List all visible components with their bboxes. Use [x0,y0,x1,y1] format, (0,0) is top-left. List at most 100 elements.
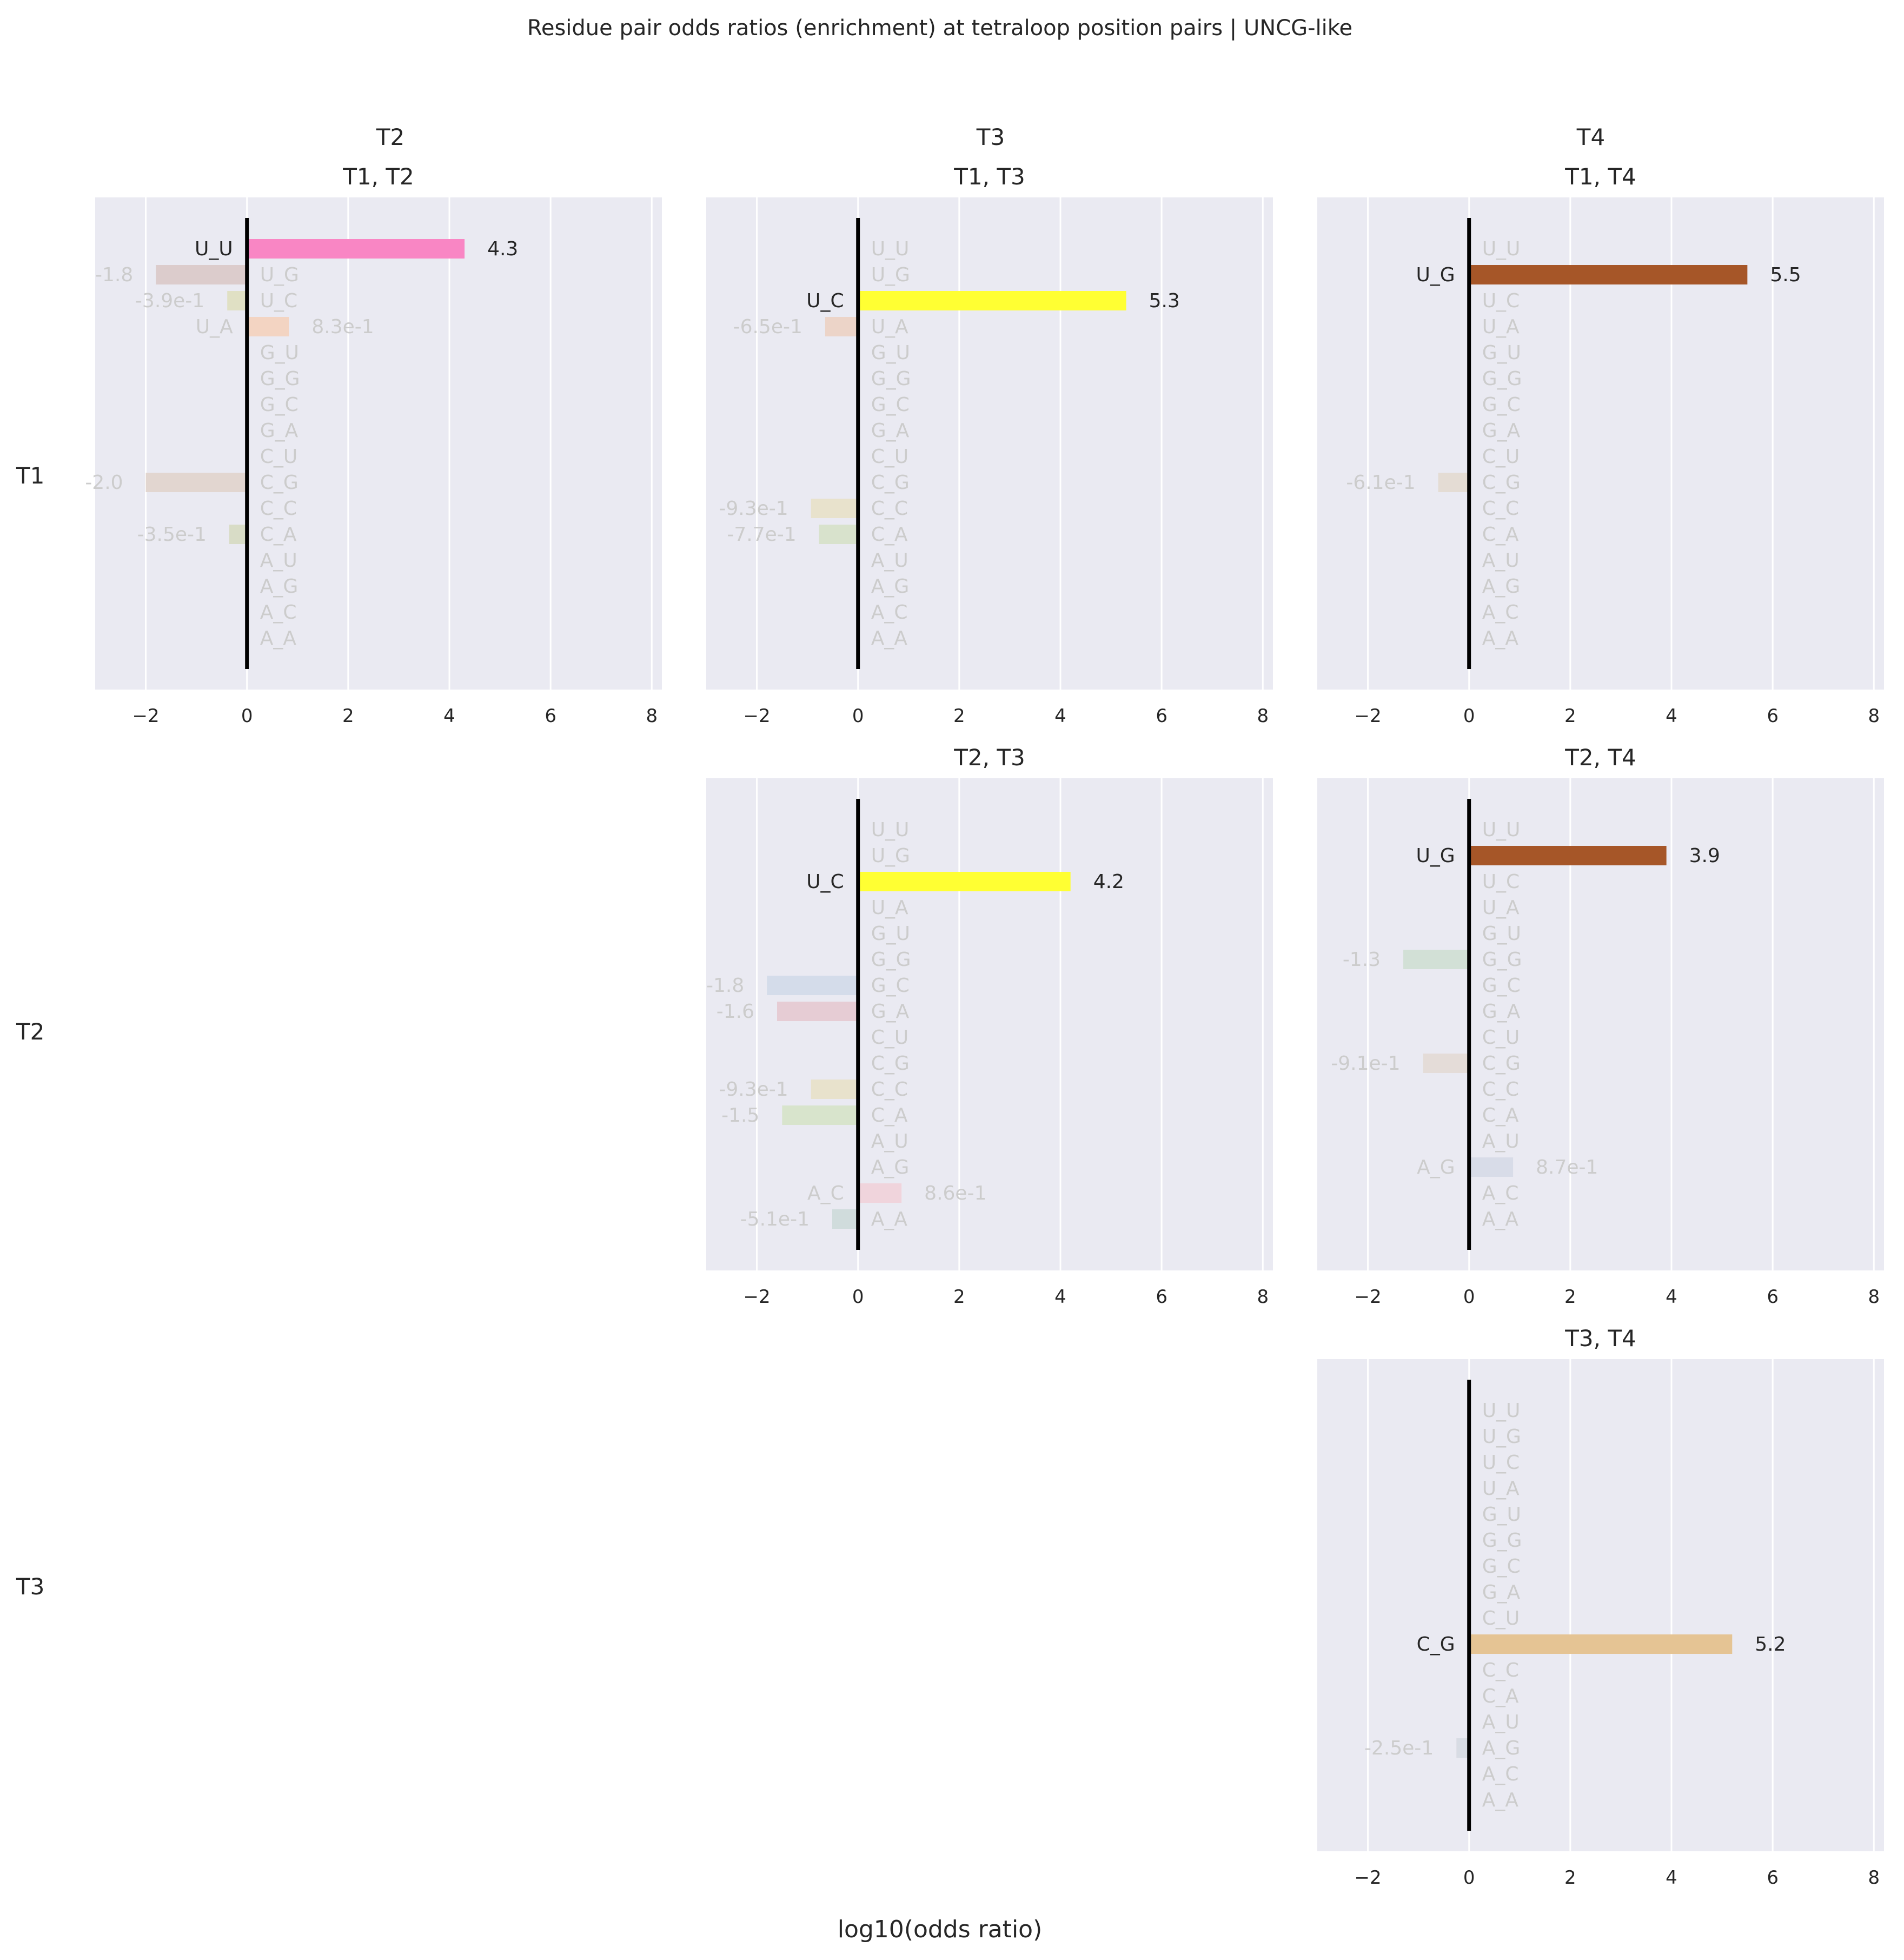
value-label: -9.3e-1 [719,498,788,520]
subplot-t2-t4: −2 0 2 4 6 8 T2, T4 U_U 3.9 U_G U_C U_A G_U -1.3 G_G G_… [1317,744,1884,1308]
category-label: U_U [1482,238,1521,260]
category-label: A_U [1482,1130,1520,1153]
category-label: G_G [1482,368,1522,390]
category-label: A_C [1482,1763,1519,1785]
bar-c-g [1438,473,1469,492]
category-label: C_U [1482,1607,1520,1630]
category-label: G_C [1482,975,1521,997]
category-label: G_C [1482,394,1521,416]
subplot-t1-t3: −2 0 2 4 6 8 T1, T3 U_U U_G 5.3 U_C-6.5e-1 U_A G_U G_… [706,163,1273,727]
category-label: U_A [871,316,908,338]
bar-c-a [782,1105,858,1125]
category-label: U_G [1416,264,1455,286]
x-tick-label: 8 [1257,1286,1269,1308]
category-label: C_U [260,446,298,468]
subplot-t1-t4: −2 0 2 4 6 8 T1, T4 U_U 5.5 U_G U_C U_A G_U G_G G_C G_A… [1317,163,1884,727]
category-label: A_A [1482,1789,1519,1811]
category-label: A_C [871,601,908,624]
category-label: C_G [1482,472,1521,494]
subplot-t1-t2: −2 0 2 4 6 8 T1, T2 4.3 U_U -1.8 U_G -3.9e-1 U_C 8.3e… [85,163,662,727]
value-label: 8.3e-1 [311,316,374,338]
value-label: 8.7e-1 [1536,1156,1598,1178]
category-label: G_C [260,394,298,416]
category-label: C_G [1417,1633,1455,1656]
column-header-t2: T2 [376,124,404,150]
x-tick-label: 4 [1054,705,1066,727]
category-label: U_A [196,316,233,338]
bar-c-a [229,525,247,544]
category-label: U_A [1482,316,1520,338]
category-label: A_A [1482,1208,1519,1230]
bar-u-a [247,317,289,336]
category-label: U_A [1482,1478,1520,1500]
value-label: 4.2 [1093,871,1124,893]
category-label: C_A [871,1104,908,1127]
value-label: -7.7e-1 [727,524,796,546]
category-label: G_U [1482,342,1521,364]
category-label: G_G [1482,1529,1522,1552]
subplot-title: T2, T4 [1564,744,1636,771]
subplot-grid: −2 0 2 4 6 8 T1, T2 4.3 U_U -1.8 U_G -3.9e-1 U_C 8.3e… [85,163,1884,1889]
category-label: C_A [1482,524,1519,546]
value-label: -1.8 [706,975,744,997]
x-tick-label: −2 [1355,1867,1382,1889]
plot-area [706,778,1273,1270]
category-label: A_G [871,575,910,598]
value-label: -1.3 [1343,949,1381,971]
bar-u-c [858,291,1126,310]
x-tick-label: 2 [953,705,965,727]
row-header-t2: T2 [16,1018,44,1045]
x-tick-label: 2 [953,1286,965,1308]
bar-c-g [1469,1634,1733,1654]
x-tick-label: 4 [1666,1867,1677,1889]
category-label: A_G [1417,1156,1455,1178]
category-label: G_A [871,1001,910,1023]
category-label: G_A [1482,420,1521,442]
category-label: U_U [1482,819,1521,841]
category-label: A_U [871,549,908,572]
category-label: C_G [871,1052,910,1075]
subplot-title: T1, T4 [1564,163,1636,190]
x-tick-label: 8 [1257,705,1269,727]
category-label: A_G [1482,1737,1521,1759]
x-tick-label: 2 [1564,1286,1576,1308]
x-tick-label: 6 [1767,1867,1779,1889]
category-label: U_U [871,238,910,260]
x-tick-label: 0 [1463,1286,1475,1308]
subplot-title: T2, T3 [953,744,1025,771]
x-tick-label: 0 [1463,705,1475,727]
category-label: G_U [1482,923,1521,945]
category-label: U_C [1482,871,1520,893]
category-label: G_G [260,368,300,390]
value-label: 8.6e-1 [924,1182,986,1204]
bar-u-c [227,291,247,310]
x-tick-label: −2 [1355,1286,1382,1308]
bar-c-a [819,525,858,544]
x-tick-label: 8 [1868,1286,1880,1308]
category-label: G_G [871,949,911,971]
category-label: A_C [807,1182,844,1204]
subplot-t3-t4: −2 0 2 4 6 8 T3, T4 U_U U_G U_C U_A G_U G_G G_C G_A C_U… [1317,1325,1884,1889]
category-label: A_G [1482,575,1521,598]
category-label: A_A [871,1208,908,1230]
category-label: C_C [1482,498,1519,520]
row-header-t1: T1 [16,462,44,489]
category-label: G_C [871,394,910,416]
category-label: U_U [195,238,233,260]
x-tick-label: −2 [744,705,771,727]
plot-area [706,197,1273,690]
subplot-title: T3, T4 [1564,1325,1636,1352]
bar-u-g [1469,846,1667,865]
bar-g-g [1403,950,1469,969]
category-label: C_A [871,524,908,546]
x-tick-label: 4 [1666,705,1677,727]
category-label: C_G [871,472,910,494]
category-label: G_A [1482,1001,1521,1023]
plot-area [1317,1359,1884,1851]
category-label: C_C [871,498,908,520]
x-tick-label: 2 [1564,1867,1576,1889]
category-label: A_C [260,601,297,624]
category-label: A_G [871,1156,910,1178]
bar-u-g [156,265,247,284]
